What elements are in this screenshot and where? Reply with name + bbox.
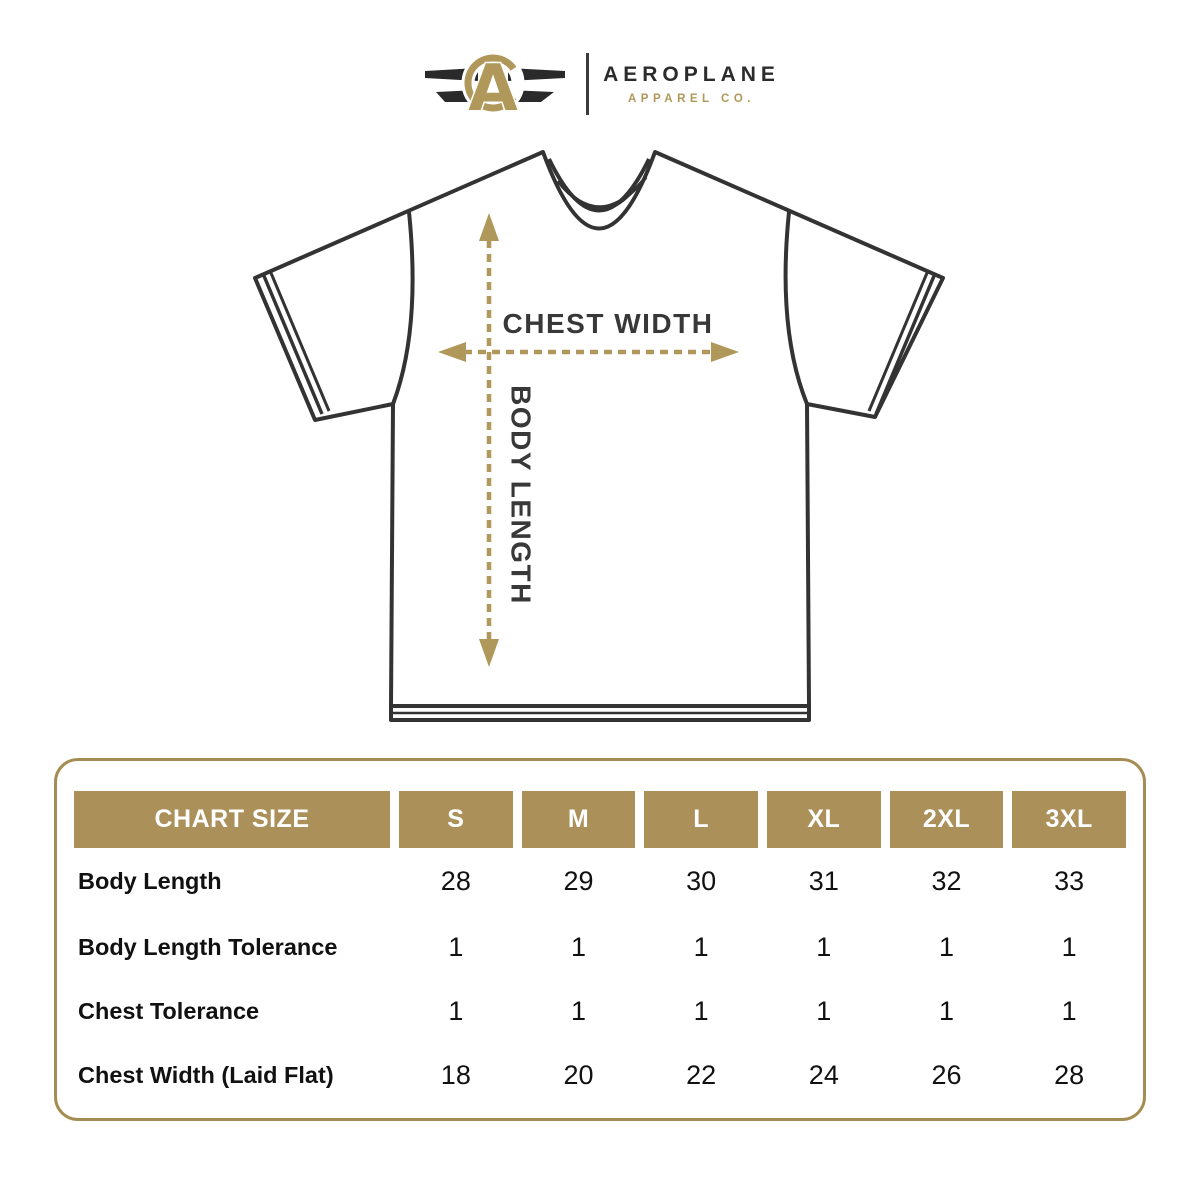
size-value-cell: 24 [808, 1059, 839, 1090]
size-value-cell: 1 [938, 995, 954, 1026]
size-chart-table: CHART SIZE S M L XL 2XL 3XL Body Length … [54, 758, 1146, 1121]
column-header-m: M [521, 791, 636, 848]
size-value-cell: 1 [570, 931, 586, 962]
size-value-cell: 22 [686, 1059, 717, 1090]
cuff-stitch-left-1 [262, 275, 324, 415]
size-value-cell: 1 [816, 931, 832, 962]
tshirt-outline [253, 150, 945, 722]
table-row-body-length: Body Length 28 29 30 31 32 33 [74, 848, 1126, 915]
body-length-label: BODY LENGTH [506, 385, 537, 605]
size-value-cell: 1 [448, 931, 464, 962]
table-row-chest-tolerance: Chest Tolerance 1 1 1 1 1 1 [74, 979, 1126, 1043]
brand-text: AEROPLANE APPAREL CO. [603, 63, 780, 105]
brand-name: AEROPLANE [603, 63, 780, 86]
row-label: Chest Tolerance [78, 997, 260, 1024]
size-value-cell: 28 [1054, 1059, 1085, 1090]
tshirt-measurement-diagram: CHEST WIDTH BODY LENGTH [253, 150, 945, 722]
body-length-arrowhead-top [479, 213, 499, 241]
collar-roll-curve-1 [556, 175, 648, 209]
size-value-cell: 26 [931, 1059, 962, 1090]
chest-width-label: CHEST WIDTH [503, 308, 714, 339]
body-length-arrowhead-bottom [479, 639, 499, 667]
logo-monogram-a: A [468, 52, 518, 120]
size-value-cell: 18 [440, 1059, 471, 1090]
column-header-l: L [644, 791, 758, 848]
row-label: Body Length Tolerance [78, 933, 338, 960]
brand-subtitle: APPAREL CO. [627, 93, 755, 105]
size-value-cell: 1 [570, 995, 586, 1026]
brand-divider [586, 53, 590, 115]
collar-roll-curve-2 [571, 191, 633, 211]
row-label: Chest Width (Laid Flat) [78, 1061, 334, 1088]
size-value-cell: 1 [816, 995, 832, 1026]
size-value-cell: 28 [440, 866, 471, 896]
size-value-cell: 1 [1061, 931, 1077, 962]
size-value-cell: 31 [808, 866, 839, 896]
cuff-stitch-left-2 [269, 272, 331, 412]
chest-width-arrowhead-right [711, 342, 739, 362]
brand-logo-icon: A [425, 51, 566, 120]
size-value-cell: 1 [448, 995, 464, 1026]
size-value-cell: 33 [1054, 866, 1085, 896]
brand-header: A AEROPLANE APPAREL CO. [0, 48, 1200, 120]
armhole-seam-right [783, 211, 809, 405]
logo-ring [464, 54, 517, 112]
size-value-cell: 20 [563, 1059, 594, 1090]
size-value-cell: 32 [931, 866, 962, 896]
column-header-chart-size: CHART SIZE [74, 791, 390, 848]
cuff-stitch-right-1 [874, 275, 936, 415]
cuff-stitch-right-2 [867, 272, 929, 412]
size-value-cell: 1 [693, 995, 709, 1026]
size-value-cell: 29 [563, 866, 594, 896]
table-row-chest-width-laid-flat: Chest Width (Laid Flat) 18 20 22 24 26 2… [74, 1043, 1126, 1107]
column-header-xl: XL [766, 791, 881, 848]
column-header-2xl: 2XL [889, 791, 1004, 848]
chest-width-arrowhead-left [438, 342, 466, 362]
size-chart-header-row: CHART SIZE S M L XL 2XL 3XL [74, 791, 1126, 848]
size-value-cell: 1 [1061, 995, 1077, 1026]
size-value-cell: 1 [938, 931, 954, 962]
column-header-3xl: 3XL [1012, 791, 1126, 848]
table-row-body-length-tolerance: Body Length Tolerance 1 1 1 1 1 1 [74, 915, 1126, 979]
armhole-seam-left [391, 211, 415, 405]
size-value-cell: 1 [693, 931, 709, 962]
size-value-cell: 30 [686, 866, 717, 896]
column-header-s: S [399, 791, 513, 848]
row-label: Body Length [78, 868, 222, 894]
